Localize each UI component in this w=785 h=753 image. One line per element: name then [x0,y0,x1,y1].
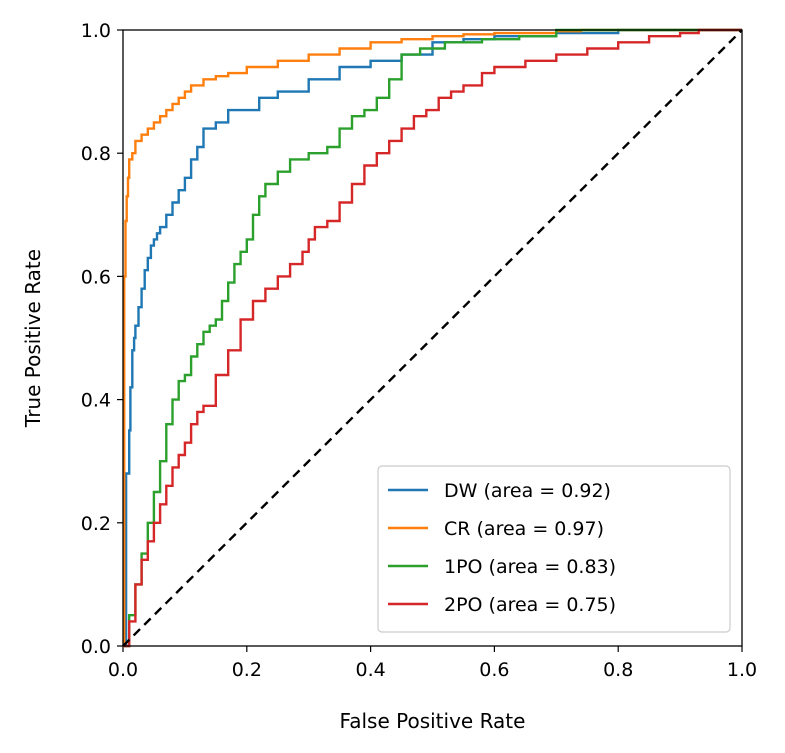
x-tick-label: 0.6 [479,659,509,681]
y-tick-label: 0.2 [81,513,111,535]
legend-label: 1PO (area = 0.83) [444,556,616,578]
x-tick-label: 0.8 [603,659,633,681]
chance-diagonal-line [122,29,743,647]
x-tick-label: 1.0 [727,659,757,681]
series-line-2po [123,28,742,648]
x-tick-label: 0.2 [232,659,262,681]
x-tick-label: 0.0 [108,659,138,681]
legend-label: 2PO (area = 0.75) [444,594,616,616]
x-tick-label: 0.4 [355,659,385,681]
legend-label: DW (area = 0.92) [444,480,611,502]
legend-box [377,465,731,633]
legend: DW (area = 0.92) CR (area = 0.97) 1PO (are… [377,465,731,633]
y-tick-label: 0.0 [81,636,111,658]
y-axis-label: True Positive Rate [21,249,45,428]
y-tick-label: 0.8 [81,143,111,165]
y-tick-label: 0.6 [81,266,111,288]
series-line-cr [123,28,742,648]
series-line-1po [123,28,742,648]
axis-ticks: 0.0 0.2 0.4 0.6 0.8 1.0 0.0 0.2 0.4 0.6 0.8 1.0 [81,20,757,681]
plot-border [122,29,743,647]
series-layer [122,28,743,648]
y-tick-label: 0.4 [81,390,111,412]
axes-frame [122,29,743,647]
legend-label: CR (area = 0.97) [444,518,604,540]
x-axis-label: False Positive Rate [340,709,526,733]
y-tick-label: 1.0 [81,20,111,42]
